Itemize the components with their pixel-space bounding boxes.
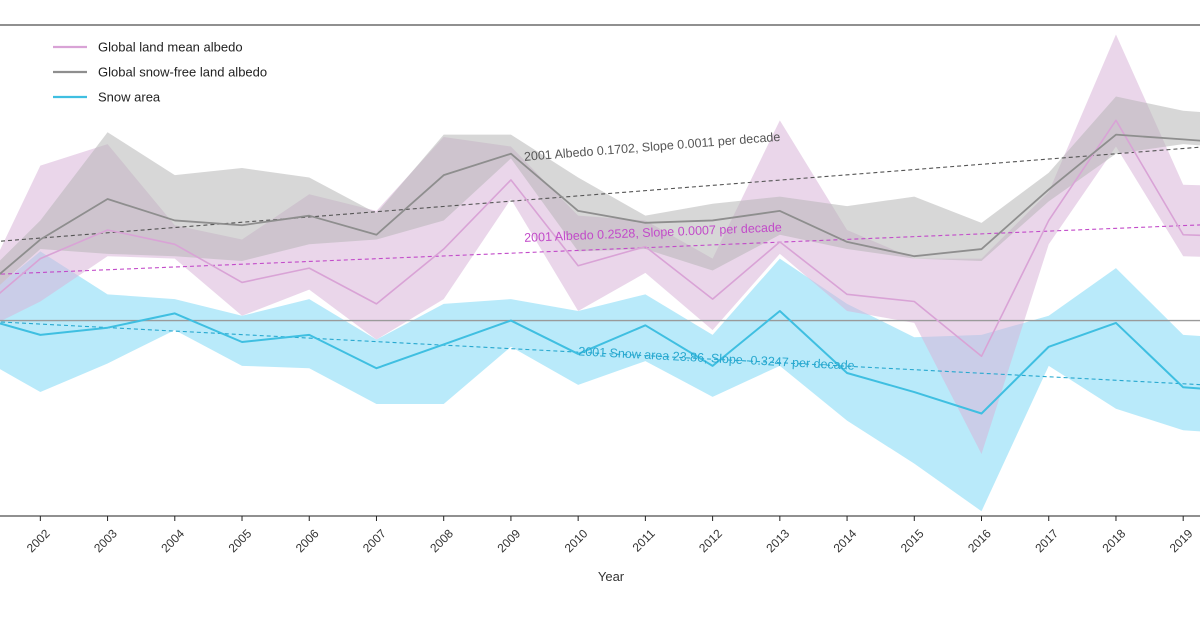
- x-tick-label: 2019: [1167, 526, 1196, 555]
- albedo-legend-label: Global land mean albedo: [98, 40, 243, 55]
- snow-series-line: [0, 310, 1200, 415]
- x-axis-title: Year: [598, 569, 625, 584]
- x-tick-label: 2005: [226, 526, 255, 555]
- snowfree-series-line: [0, 133, 1200, 276]
- x-tick-label: 2006: [293, 526, 322, 555]
- snow-legend-label: Snow area: [98, 90, 161, 105]
- x-tick-label: 2007: [360, 526, 389, 555]
- snowfree_trend-label: 2001 Albedo 0.1702, Slope 0.0011 per dec…: [524, 130, 781, 164]
- albedo_trend-line: [0, 224, 1200, 275]
- x-tick-label: 2004: [158, 526, 187, 555]
- snowfree_trend-line: [0, 146, 1200, 242]
- x-tick-label: 2009: [494, 526, 523, 555]
- snow_trend-line: [0, 321, 1200, 386]
- x-tick-label: 2003: [91, 526, 120, 555]
- legend: Global land mean albedo Global snow-free …: [53, 40, 267, 105]
- uncertainty-bands: [0, 34, 1200, 512]
- albedo-series-line: [0, 119, 1200, 358]
- x-tick-label: 2014: [831, 526, 860, 555]
- x-tick-label: 2011: [630, 526, 658, 554]
- plot-frame: [0, 24, 1200, 517]
- series-lines: [0, 119, 1200, 415]
- x-tick-label: 2010: [562, 526, 591, 555]
- x-tick-label: 2012: [696, 526, 725, 555]
- trend-lines: [0, 146, 1200, 386]
- x-axis-ticks: 2002 2003 2004 2005 2006 2007 2008 2009 2010 2011…: [24, 516, 1196, 555]
- snowfree-legend-label: Global snow-free land albedo: [98, 65, 267, 80]
- x-tick-label: 2013: [763, 526, 792, 555]
- snow-uncertainty-band: [0, 251, 1200, 512]
- x-tick-label: 2016: [965, 526, 994, 555]
- x-tick-label: 2017: [1032, 526, 1061, 555]
- x-tick-label: 2002: [24, 526, 53, 555]
- x-tick-label: 2018: [1100, 526, 1129, 555]
- x-tick-label: 2008: [427, 526, 456, 555]
- x-tick-label: 2015: [898, 526, 927, 555]
